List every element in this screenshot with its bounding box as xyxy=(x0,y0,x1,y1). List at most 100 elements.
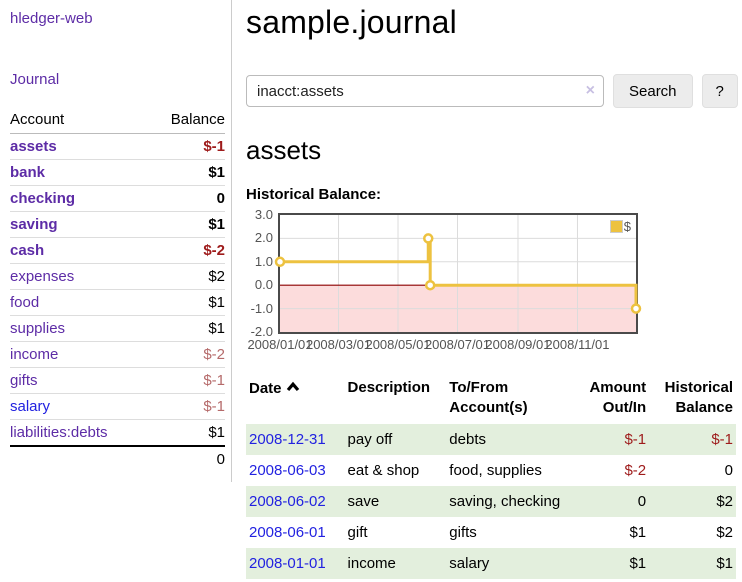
register-balance-cell: 0 xyxy=(724,461,733,479)
register-accounts-text: food, supplies xyxy=(449,461,542,479)
account-row-checking: checking 0 xyxy=(10,185,225,212)
account-row-income: income $-2 xyxy=(10,341,225,368)
register-header-date-label: Date xyxy=(249,380,282,397)
transaction-date-link[interactable]: 2008-06-01 xyxy=(249,523,326,541)
sidebar-item-journal[interactable]: Journal xyxy=(10,71,60,88)
sort-ascending-icon xyxy=(286,378,300,398)
account-name-cell: cash xyxy=(10,237,149,264)
historical-balance-chart: $ 3.0 2.0 1.0 0.0 -1.0 -2.0 2008/01/01 2008/03/… xyxy=(246,208,736,354)
x-axis-tick-label: 2008/11/01 xyxy=(545,337,610,352)
register-row: 2008-01-01 income salary $1 $1 xyxy=(246,547,736,579)
register-amount-cell: $1 xyxy=(629,554,647,572)
account-link-food[interactable]: food xyxy=(10,294,40,311)
search-button[interactable]: Search xyxy=(613,74,693,108)
app-brand-link[interactable]: hledger-web xyxy=(10,10,93,27)
chart-canvas xyxy=(274,215,642,332)
search-input[interactable] xyxy=(246,75,604,107)
register-accounts-cell: debts xyxy=(446,424,570,455)
account-row-saving: saving $1 xyxy=(10,211,225,238)
account-row-liabilities-debts: liabilities:debts $1 xyxy=(10,419,225,447)
legend-swatch-icon xyxy=(609,220,623,233)
x-axis-tick-label: 2008/03/01 xyxy=(305,337,372,352)
main-content: sample.journal × Search ? assets Histori… xyxy=(232,0,742,579)
register-row: 2008-12-31 pay off debts $-1 $-1 xyxy=(246,423,736,455)
account-heading: assets xyxy=(246,135,322,165)
help-button[interactable]: ? xyxy=(701,74,738,108)
register-date-cell: 2008-12-31 xyxy=(246,424,345,455)
transaction-date-link[interactable]: 2008-12-31 xyxy=(249,430,326,448)
register-accounts-text: gifts xyxy=(449,523,477,541)
page-title: sample.journal xyxy=(246,4,457,40)
register-accounts-cell: saving, checking xyxy=(446,486,570,517)
register-amount-cell: $1 xyxy=(629,523,647,541)
register-accounts-cell: salary xyxy=(446,548,570,579)
account-balance: $-2 xyxy=(148,237,225,264)
account-link-expenses[interactable]: expenses xyxy=(10,268,75,285)
account-balance: $2 xyxy=(148,263,225,290)
account-balance: $1 xyxy=(148,159,225,186)
y-axis-tick-label: 2.0 xyxy=(254,230,273,246)
account-link-bank[interactable]: bank xyxy=(10,164,46,181)
register-header-balance-line1: Historical xyxy=(664,379,733,396)
register-description-cell: income xyxy=(347,554,396,572)
register-description-cell: save xyxy=(347,492,380,510)
register-header-amount-line2: Out/In xyxy=(602,399,647,417)
register-header-balance: Historical Balance xyxy=(649,375,736,424)
register-row: 2008-06-03 eat & shop food, supplies $-2 0 xyxy=(246,455,736,486)
register-balance-cell: $2 xyxy=(716,523,733,541)
register-description-cell: gift xyxy=(347,523,368,541)
account-row-assets: assets $-1 xyxy=(10,133,225,160)
account-name-cell: liabilities:debts xyxy=(10,419,149,447)
account-balance: 0 xyxy=(148,185,225,212)
sidebar: hledger-web Journal Account Balance asse… xyxy=(0,0,232,482)
chart-title: Historical Balance: xyxy=(246,186,382,203)
account-link-liabilities-debts[interactable]: liabilities:debts xyxy=(10,424,108,441)
x-axis-tick-label: 2008/05/01 xyxy=(365,337,431,352)
register-accounts-text: saving, checking xyxy=(449,492,561,510)
y-axis-tick-label: 1.0 xyxy=(254,253,273,269)
account-balance: $1 xyxy=(148,211,225,238)
transaction-date-link[interactable]: 2008-06-03 xyxy=(249,461,326,479)
y-axis-tick-label: -2.0 xyxy=(250,324,273,339)
accounts-header-account: Account xyxy=(10,109,149,134)
account-link-salary[interactable]: salary xyxy=(10,398,51,415)
account-row-cash: cash $-2 xyxy=(10,237,225,264)
register-header-balance-line2: Balance xyxy=(675,399,733,417)
register-accounts-cell: food, supplies xyxy=(446,455,570,486)
x-axis-tick-label: 2008/07/01 xyxy=(424,337,491,352)
account-link-cash[interactable]: cash xyxy=(10,242,45,259)
search-form: × Search ? xyxy=(246,74,738,108)
accounts-total-row: 0 xyxy=(10,445,225,472)
account-row-bank: bank $1 xyxy=(10,159,225,186)
account-link-gifts[interactable]: gifts xyxy=(10,372,38,389)
clear-search-icon[interactable]: × xyxy=(585,82,595,99)
register-description-cell: pay off xyxy=(347,430,393,448)
transaction-date-link[interactable]: 2008-01-01 xyxy=(249,554,326,572)
register-header-amount: Amount Out/In xyxy=(571,375,650,424)
register-header-amount-line1: Amount xyxy=(589,379,647,396)
legend-label: $ xyxy=(623,219,631,234)
register-header-description: Description xyxy=(347,379,431,396)
account-balance: $-2 xyxy=(148,341,225,368)
register-header-date: Date xyxy=(246,375,345,424)
y-axis-tick-label: 0.0 xyxy=(254,277,273,293)
account-row-salary: salary $-1 xyxy=(10,393,225,420)
x-axis-tick-label: 2008/01/01 xyxy=(247,337,313,352)
register-date-cell: 2008-01-01 xyxy=(246,548,345,579)
account-link-assets[interactable]: assets xyxy=(10,138,57,155)
account-link-income[interactable]: income xyxy=(10,346,59,363)
account-balance: $-1 xyxy=(148,133,225,160)
y-axis-tick-label: 3.0 xyxy=(254,207,273,222)
register-date-cell: 2008-06-01 xyxy=(246,517,345,548)
account-link-checking[interactable]: checking xyxy=(10,190,76,207)
account-name-cell: checking xyxy=(10,185,149,212)
register-accounts-cell: gifts xyxy=(446,517,570,548)
register-header-accounts: To/From Account(s) xyxy=(446,375,570,424)
transaction-date-link[interactable]: 2008-06-02 xyxy=(249,492,326,510)
account-link-supplies[interactable]: supplies xyxy=(10,320,66,337)
register-balance-cell: $1 xyxy=(716,554,733,572)
y-axis-tick-label: -1.0 xyxy=(250,300,273,316)
account-row-expenses: expenses $2 xyxy=(10,263,225,290)
account-link-saving[interactable]: saving xyxy=(10,216,58,233)
